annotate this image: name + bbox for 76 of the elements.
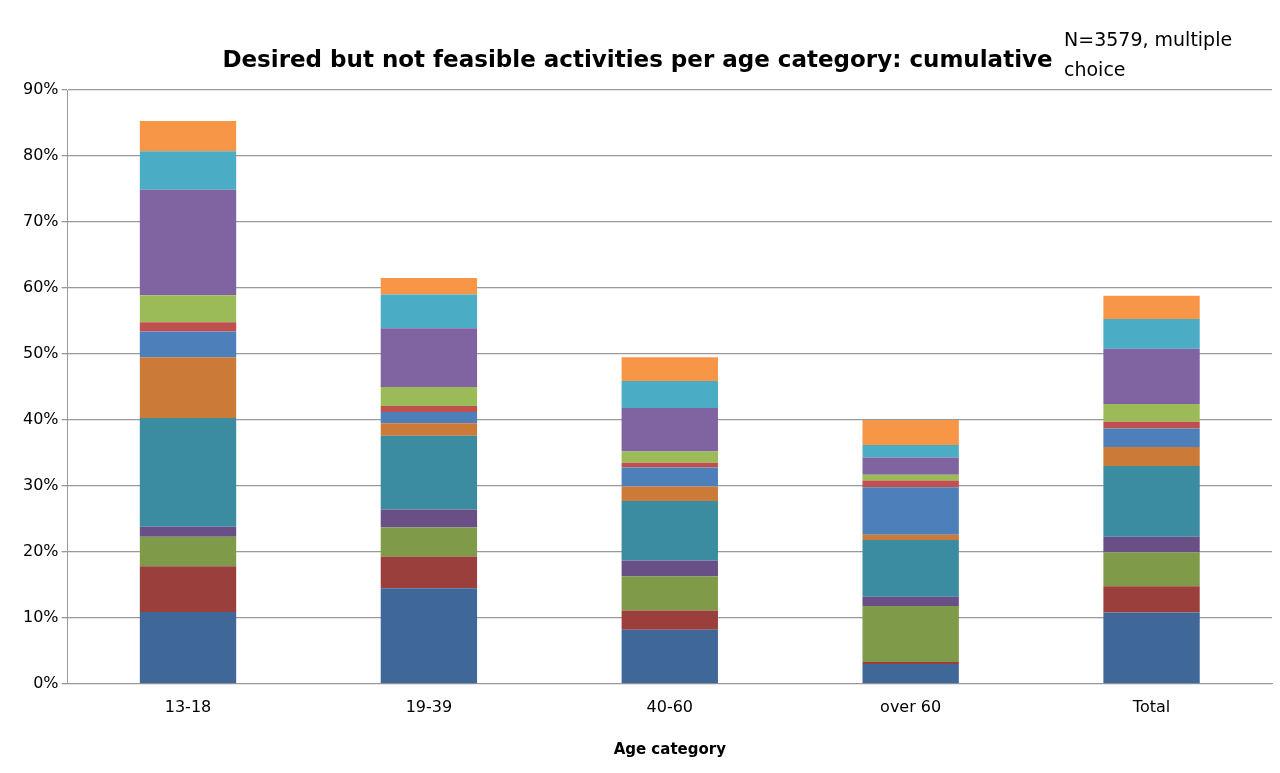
bar <box>862 444 959 458</box>
bar <box>380 588 478 684</box>
bar <box>621 380 718 409</box>
bar <box>1103 536 1200 553</box>
bar <box>862 487 959 535</box>
bar <box>862 539 959 597</box>
y-tick-label: 40% <box>23 409 59 429</box>
bar <box>380 556 478 589</box>
bar <box>621 357 718 381</box>
bar <box>139 526 237 537</box>
bar <box>862 605 959 663</box>
bar <box>380 386 478 407</box>
bar <box>621 629 718 684</box>
bar <box>1103 586 1200 613</box>
text: N=3579, multiple choice <box>1064 27 1234 82</box>
x-axis-title: Age category <box>613 739 727 758</box>
bar <box>380 278 478 295</box>
bar <box>862 596 959 606</box>
bar <box>380 527 478 557</box>
bar <box>862 457 959 475</box>
bar <box>621 467 718 487</box>
bar <box>380 328 478 387</box>
bar <box>621 576 718 611</box>
bar <box>139 417 237 527</box>
x-tick-label: 19-39 <box>405 696 453 716</box>
bar <box>621 486 718 502</box>
y-tick-label: 0% <box>33 672 59 692</box>
bar <box>139 566 237 612</box>
bar <box>139 295 237 323</box>
bar <box>139 322 237 332</box>
chart-title: Desired but not feasible activities per age category: cumulative <box>222 46 1053 72</box>
bar <box>1103 612 1200 684</box>
x-tick-label: Total <box>1131 696 1171 716</box>
bar <box>139 189 237 296</box>
bar <box>862 534 959 540</box>
y-tick-label: 80% <box>23 145 59 165</box>
y-tick-label: 20% <box>23 541 59 560</box>
bar <box>862 474 959 481</box>
bar <box>1103 318 1200 349</box>
y-tick-label: 30% <box>23 475 59 495</box>
bar <box>862 419 959 445</box>
bar <box>1103 428 1200 447</box>
bar <box>139 357 237 418</box>
bar <box>621 560 718 577</box>
bar <box>380 411 478 424</box>
bar <box>1103 421 1200 429</box>
y-tick-label: 10% <box>23 606 59 626</box>
bar <box>1103 446 1200 467</box>
bar <box>380 406 478 412</box>
bar <box>139 331 237 358</box>
bar <box>139 151 237 190</box>
bar <box>862 480 959 488</box>
x-tick-label: over 60 <box>880 696 942 716</box>
bar <box>1103 404 1200 422</box>
bar <box>139 536 237 567</box>
x-tick-label: 13-18 <box>164 696 212 716</box>
y-tick-label: 50% <box>23 343 59 363</box>
bar <box>1103 466 1200 537</box>
bar <box>380 509 478 528</box>
bar <box>862 664 959 684</box>
y-tick-label: 70% <box>23 211 59 231</box>
bar <box>139 611 237 684</box>
bar <box>1103 348 1200 405</box>
bar <box>380 423 478 436</box>
bar <box>621 610 718 630</box>
bar <box>380 435 478 510</box>
y-tick-label: 60% <box>23 277 59 297</box>
bar <box>621 501 718 561</box>
y-tick-label: 90% <box>23 79 59 99</box>
x-tick-label: 40-60 <box>646 696 694 716</box>
bar <box>621 451 718 463</box>
bar <box>139 121 237 152</box>
bar <box>621 408 718 452</box>
bar <box>1103 552 1200 587</box>
bar <box>1103 295 1200 319</box>
bar <box>380 294 478 329</box>
